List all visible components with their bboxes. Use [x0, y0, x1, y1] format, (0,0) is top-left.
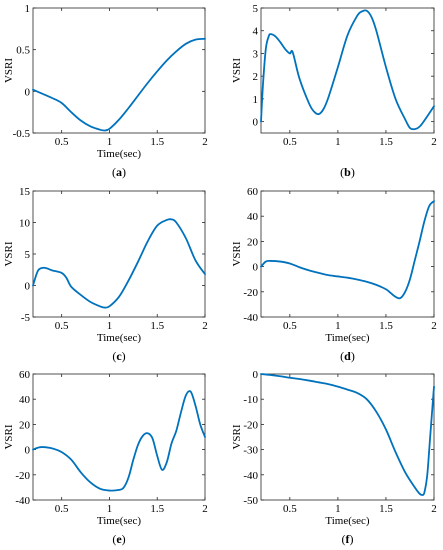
x-tick-label: 2: [202, 503, 208, 515]
panel-caption-d: (d): [340, 349, 355, 363]
y-axis-label: VSRI: [3, 58, 15, 83]
panel-caption-a: (a): [112, 165, 126, 179]
y-tick-label: -10: [243, 394, 258, 406]
y-tick-label: 5: [253, 3, 259, 15]
x-tick-label: 0.5: [55, 136, 69, 148]
y-axis-label: VSRI: [231, 58, 243, 83]
axes-frame-b: [260, 7, 435, 134]
panel-caption-f: (f): [342, 532, 354, 546]
panel-caption-c: (c): [112, 349, 125, 363]
vsri-series-line-b: [260, 9, 435, 131]
y-tick-label: 2: [253, 71, 259, 83]
y-tick-label: -20: [15, 470, 30, 482]
x-tick-label: 0.5: [55, 503, 69, 515]
x-axis-label: Time(sec): [325, 515, 370, 527]
x-axis-label: Time(sec): [97, 148, 142, 160]
y-tick-label: 3: [253, 48, 259, 60]
y-tick-label: -50: [243, 495, 258, 507]
y-tick-label: 0: [253, 262, 259, 274]
y-axis-label: VSRI: [231, 241, 243, 266]
y-tick-label: 15: [19, 186, 31, 198]
vsri-series-line-e: [32, 390, 206, 492]
y-tick-label: 40: [247, 211, 259, 223]
y-tick-label: -20: [243, 287, 258, 299]
y-tick-label: 60: [19, 369, 31, 381]
x-tick-label: 1.5: [379, 503, 393, 515]
x-tick-label: 0.5: [283, 320, 297, 332]
y-tick-label: 0: [25, 281, 31, 293]
y-tick-label: 20: [19, 419, 31, 431]
x-tick-label: 2: [202, 136, 208, 148]
x-tick-label: 2: [431, 503, 437, 515]
x-tick-label: 0.5: [283, 503, 297, 515]
x-tick-label: 1: [107, 136, 113, 148]
x-tick-label: 0.5: [283, 136, 297, 148]
chart-panel-b: 0.5 1 1.5 2 0 1 2 3 4 5 VSRI (b): [231, 3, 437, 179]
chart-panel-c: 0.5 1 1.5 2 -5 0 5 10 15 VSRI Time(sec) (c): [3, 186, 208, 363]
x-tick-label: 1: [107, 503, 113, 515]
y-tick-label: -40: [243, 470, 258, 482]
x-axis-label: Time(sec): [97, 332, 142, 344]
y-tick-label: 0: [25, 86, 31, 98]
x-tick-label: 0.5: [55, 320, 69, 332]
y-tick-label: -30: [243, 445, 258, 457]
x-tick-label: 2: [431, 136, 437, 148]
x-tick-label: 1: [335, 503, 341, 515]
chart-panel-e: 0.5 1 1.5 2 -40 -20 0 20 40 60 VSRI Time(sec) (e): [3, 369, 208, 546]
x-tick-label: 1: [107, 320, 113, 332]
vsri-series-line-a: [32, 37, 206, 132]
vsri-series-line-f: [260, 373, 435, 496]
y-tick-label: 1: [253, 94, 259, 106]
chart-panel-d: 0.5 1 1.5 2 -40 -20 0 20 40 60 VSRI Time(sec) (d): [231, 186, 437, 363]
panel-caption-b: (b): [340, 165, 355, 179]
vsri-series-line-d: [260, 200, 435, 300]
axes-frame-a: [32, 7, 206, 134]
y-tick-label: 0: [253, 369, 259, 381]
y-tick-label: 0.5: [16, 45, 30, 57]
axes-frame-e: [32, 373, 206, 501]
x-tick-label: 2: [202, 320, 208, 332]
x-tick-label: 1.5: [150, 503, 164, 515]
chart-panel-f: 0.5 1 1.5 2 -50 -40 -30 -20 -10 0 VSRI Time(sec) (f): [231, 369, 437, 546]
y-tick-label: 20: [247, 236, 259, 248]
y-axis-label: VSRI: [3, 424, 15, 449]
y-tick-label: 0: [253, 117, 259, 129]
y-tick-label: 10: [19, 218, 31, 230]
y-tick-label: -0.5: [13, 128, 31, 140]
axes-frame-f: [260, 373, 435, 501]
y-tick-label: -40: [243, 312, 258, 324]
y-tick-label: 0: [25, 445, 31, 457]
y-tick-label: -40: [15, 495, 30, 507]
x-tick-label: 1.5: [150, 320, 164, 332]
x-axis-label: Time(sec): [97, 515, 142, 527]
vsri-series-line-c: [32, 218, 206, 309]
y-tick-label: -5: [21, 312, 31, 324]
y-tick-label: -20: [243, 419, 258, 431]
y-tick-label: 4: [253, 26, 259, 38]
y-axis-label: VSRI: [231, 424, 243, 449]
y-tick-label: 1: [25, 3, 31, 15]
x-tick-label: 1.5: [150, 136, 164, 148]
x-tick-label: 1: [335, 320, 341, 332]
y-tick-label: 5: [25, 249, 31, 261]
x-tick-label: 1.5: [379, 136, 393, 148]
y-tick-label: 40: [19, 394, 31, 406]
axes-frame-d: [260, 190, 435, 318]
x-tick-label: 2: [431, 320, 437, 332]
chart-panel-a: 0.5 1 1.5 2 -0.5 0 0.5 1 VSRI Time(sec) (a): [3, 3, 208, 179]
x-axis-label: Time(sec): [325, 332, 370, 344]
x-tick-label: 1: [335, 136, 341, 148]
x-tick-label: 1.5: [379, 320, 393, 332]
y-axis-label: VSRI: [3, 241, 15, 266]
y-tick-label: 60: [247, 186, 259, 198]
panel-caption-e: (e): [112, 532, 125, 546]
